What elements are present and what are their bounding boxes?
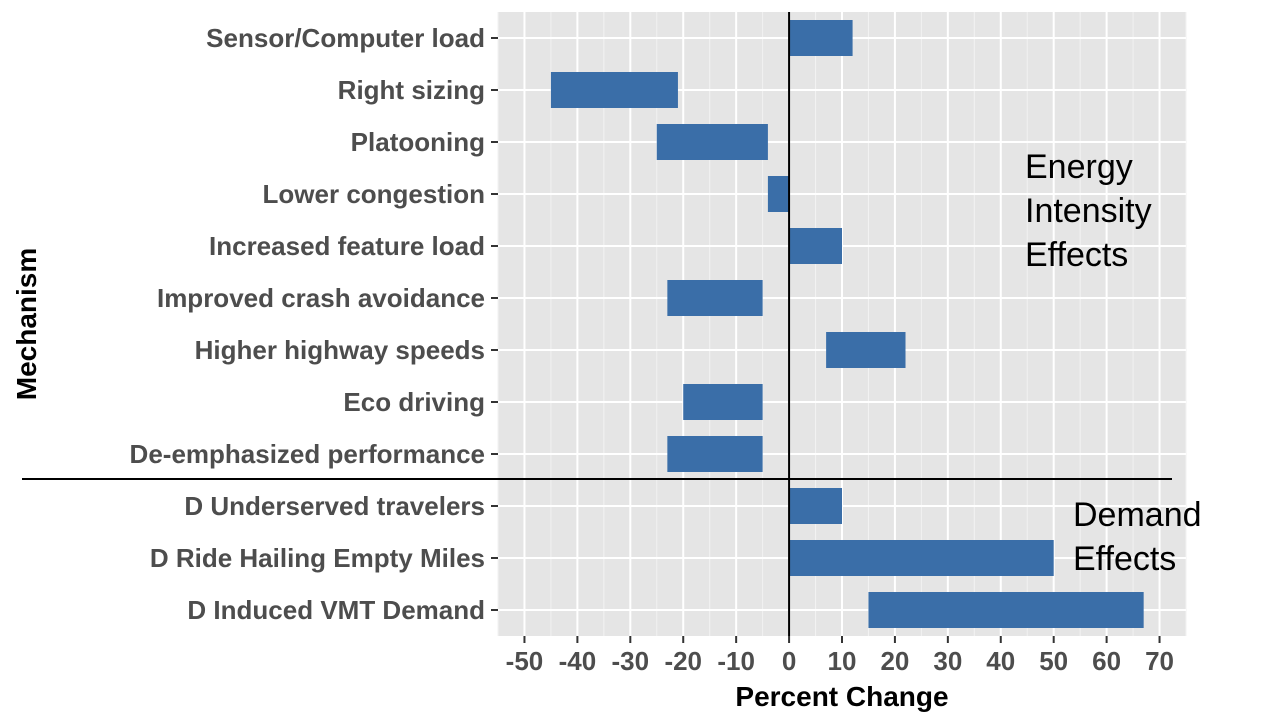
x-tick-label: 10 <box>828 646 857 676</box>
y-tick-label: D Underserved travelers <box>184 491 485 521</box>
x-tick-label: 50 <box>1039 646 1068 676</box>
y-axis-ticks: Sensor/Computer load Right sizing Platooni… <box>130 23 498 625</box>
x-axis-title: Percent Change <box>735 681 948 712</box>
bar <box>656 124 768 160</box>
x-axis-ticks: -50 -40 -30 -20 -10 0 10 20 30 40 50 60 70 <box>506 636 1174 676</box>
y-tick-label: De-emphasized performance <box>130 439 485 469</box>
minor-gridlines <box>497 12 1187 636</box>
x-tick-label: -10 <box>717 646 755 676</box>
y-axis-title: Mechanism <box>11 248 42 401</box>
x-tick-label: -40 <box>559 646 597 676</box>
x-tick-label: 70 <box>1145 646 1174 676</box>
energy-intensity-annotation: Energy Intensity Effects <box>1025 148 1161 274</box>
annotation-line: Effects <box>1073 540 1176 578</box>
y-tick-label: Higher highway speeds <box>195 335 485 365</box>
y-tick-label: Right sizing <box>338 75 485 105</box>
x-tick-label: 60 <box>1092 646 1121 676</box>
y-tick-label: Improved crash avoidance <box>157 283 485 313</box>
bar <box>789 20 853 56</box>
bar <box>789 228 842 264</box>
annotation-line: Effects <box>1025 236 1128 274</box>
bar <box>789 540 1054 576</box>
x-tick-label: 20 <box>880 646 909 676</box>
bar <box>683 384 763 420</box>
y-tick-label: Lower congestion <box>263 179 485 209</box>
bar <box>667 280 763 316</box>
bars <box>550 20 1144 628</box>
bar <box>868 592 1144 628</box>
x-tick-label: 30 <box>933 646 962 676</box>
y-tick-label: Eco driving <box>343 387 485 417</box>
annotation-line: Demand <box>1073 496 1202 534</box>
y-tick-label: Platooning <box>351 127 485 157</box>
demand-effects-annotation: Demand Effects <box>1073 496 1211 578</box>
bar <box>767 176 790 212</box>
x-tick-label: 40 <box>986 646 1015 676</box>
x-tick-label: 0 <box>782 646 796 676</box>
bar <box>789 488 842 524</box>
y-tick-label: Sensor/Computer load <box>206 23 485 53</box>
x-tick-label: -20 <box>664 646 702 676</box>
y-tick-label: D Induced VMT Demand <box>187 595 485 625</box>
x-tick-label: -30 <box>612 646 650 676</box>
annotation-line: Energy <box>1025 148 1133 186</box>
x-tick-label: -50 <box>506 646 544 676</box>
annotation-line: Intensity <box>1025 192 1152 230</box>
bar <box>550 72 678 108</box>
bar <box>667 436 763 472</box>
bar <box>826 332 906 368</box>
y-tick-label: Increased feature load <box>209 231 485 261</box>
y-tick-label: D Ride Hailing Empty Miles <box>150 543 485 573</box>
